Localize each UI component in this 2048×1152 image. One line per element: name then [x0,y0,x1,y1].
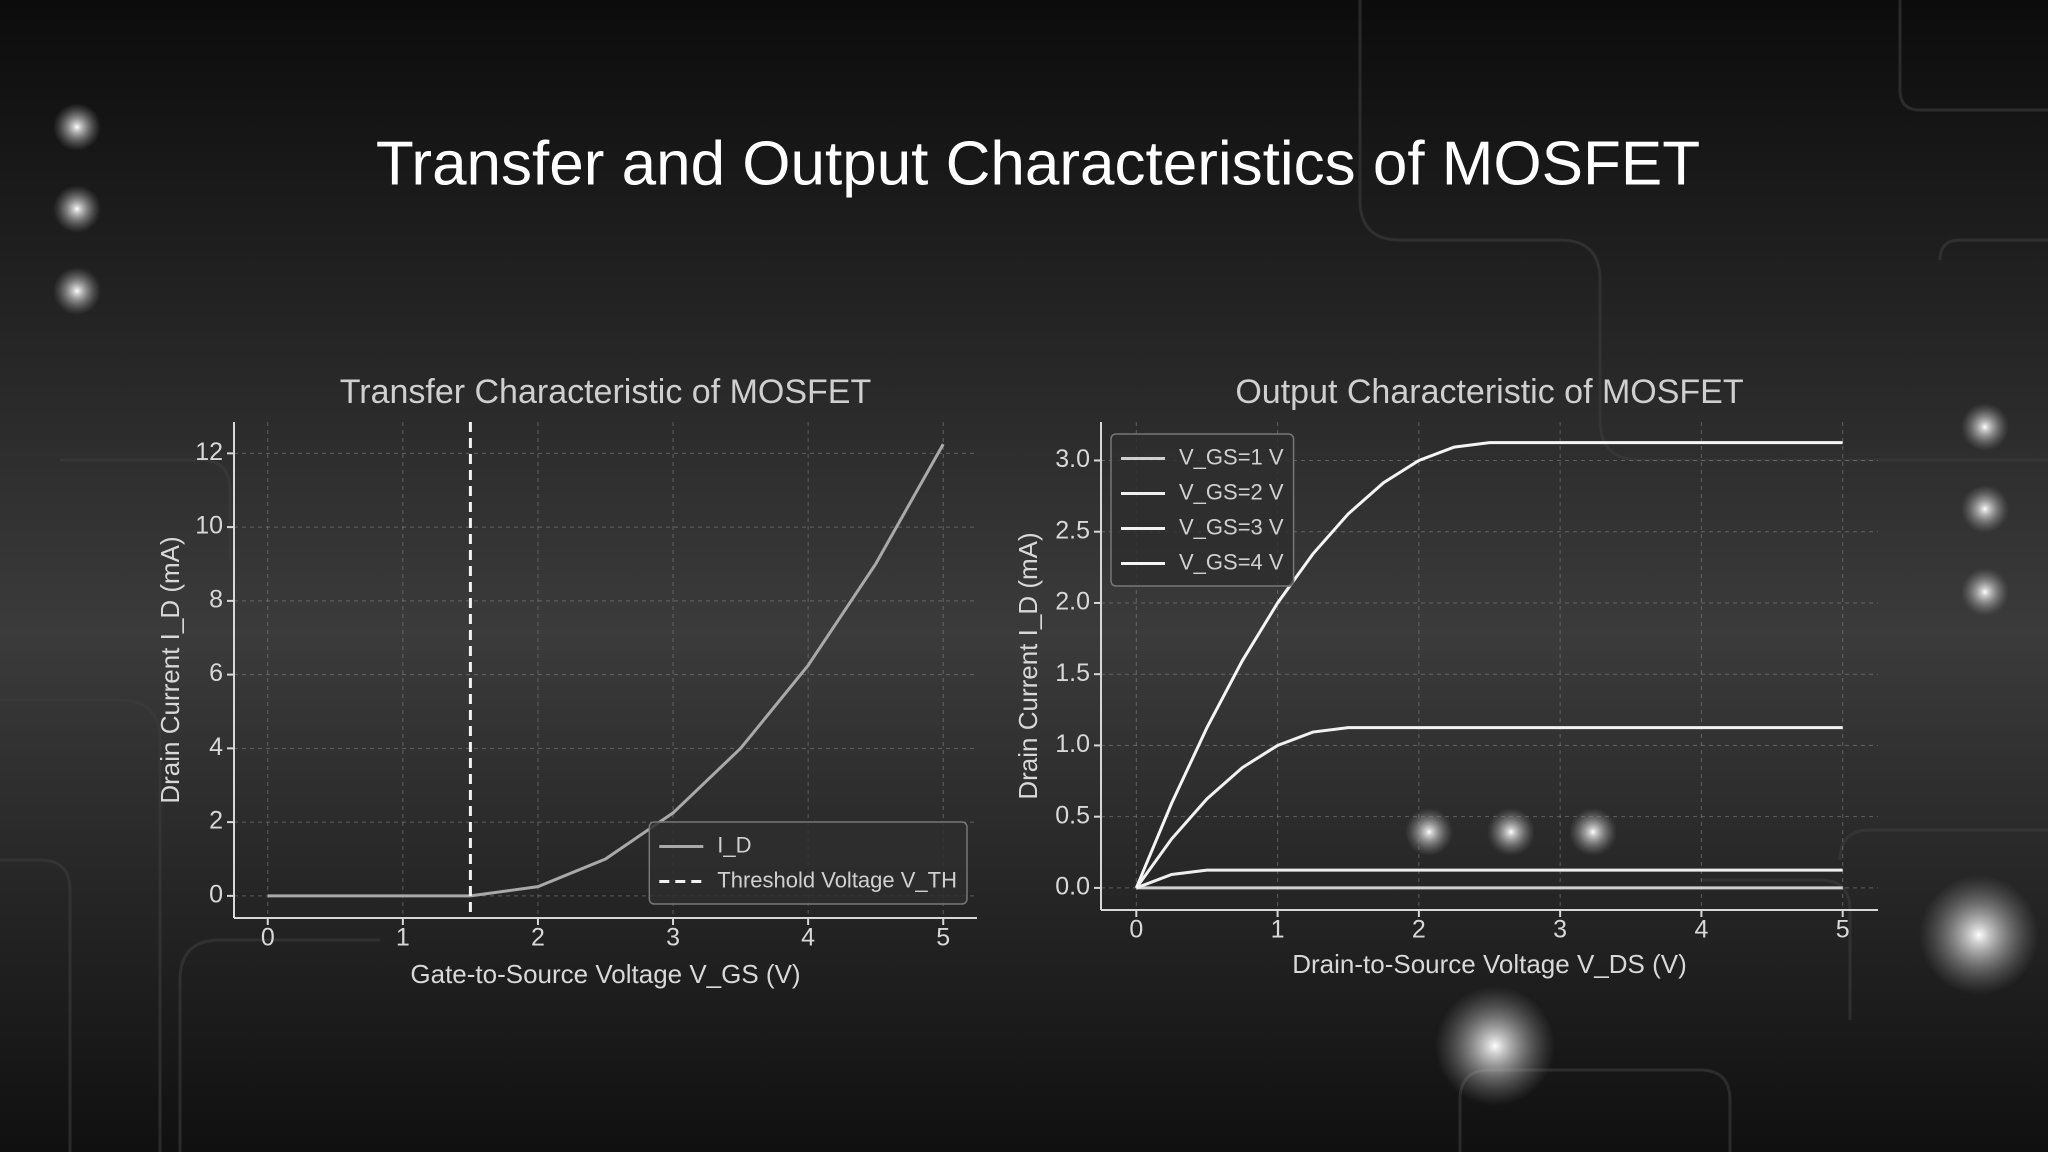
chart-title: Transfer Characteristic of MOSFET [340,373,872,411]
x-tick-label: 2 [531,924,545,952]
y-tick-label: 0.0 [1055,873,1090,901]
x-tick-label: 3 [666,924,680,952]
x-axis-label: Gate-to-Source Voltage V_GS (V) [410,959,800,989]
slide-title: Transfer and Output Characteristics of M… [376,129,1700,198]
y-tick-label: 3.0 [1055,445,1090,473]
y-axis-label: Drain Current I_D (mA) [155,536,185,803]
x-axis-label: Drain-to-Source Voltage V_DS (V) [1292,949,1687,979]
data-line [267,443,945,898]
x-tick-label: 4 [801,924,815,952]
legend: I_D Threshold Voltage V_TH [648,821,968,905]
legend-label: I_D [717,832,751,857]
x-tick-label: 5 [936,924,950,952]
y-tick-label: 1.5 [1055,659,1090,687]
legend-box [1110,433,1295,587]
legend-label: Threshold Voltage V_TH [717,867,957,892]
y-tick-label: 1.0 [1055,730,1090,758]
y-tick-label: 2 [209,807,223,835]
x-tick-label: 3 [1553,916,1567,944]
x-tick-label: 1 [1271,916,1285,944]
y-tick-label: 4 [209,733,223,761]
legend-label: V_GS=4 V [1179,549,1284,574]
legend-label: V_GS=3 V [1179,514,1284,539]
data-line [1134,441,1843,889]
data-line [1135,726,1843,889]
y-tick-label: 2.5 [1055,516,1090,544]
y-axis-label: Drain Current I_D (mA) [1013,532,1043,799]
x-tick-label: 2 [1412,916,1426,944]
x-tick-label: 0 [1129,916,1143,944]
legend-label: V_GS=2 V [1179,479,1284,504]
glow-dots [53,103,2039,1106]
y-tick-label: 8 [209,585,223,613]
x-tick-label: 1 [396,924,410,952]
legend: V_GS=1 V V_GS=2 V V_GS=3 V V_GS=4 V [1110,433,1295,587]
x-tick-label: 0 [261,924,275,952]
x-tick-label: 5 [1836,916,1850,944]
y-tick-label: 12 [195,438,223,466]
legend-label: V_GS=1 V [1179,444,1284,469]
x-tick-label: 4 [1694,916,1708,944]
y-tick-label: 6 [209,659,223,687]
chart-title: Output Characteristic of MOSFET [1235,373,1743,411]
y-tick-label: 10 [195,512,223,540]
legend-box [648,821,968,905]
data-line [1135,868,1843,890]
chart: Output Characteristic of MOSFET 0 1 2 3 4 5 0.0… [1013,373,1878,979]
y-tick-label: 2.0 [1055,588,1090,616]
y-tick-label: 0 [209,880,223,908]
y-tick-label: 0.5 [1055,801,1090,829]
